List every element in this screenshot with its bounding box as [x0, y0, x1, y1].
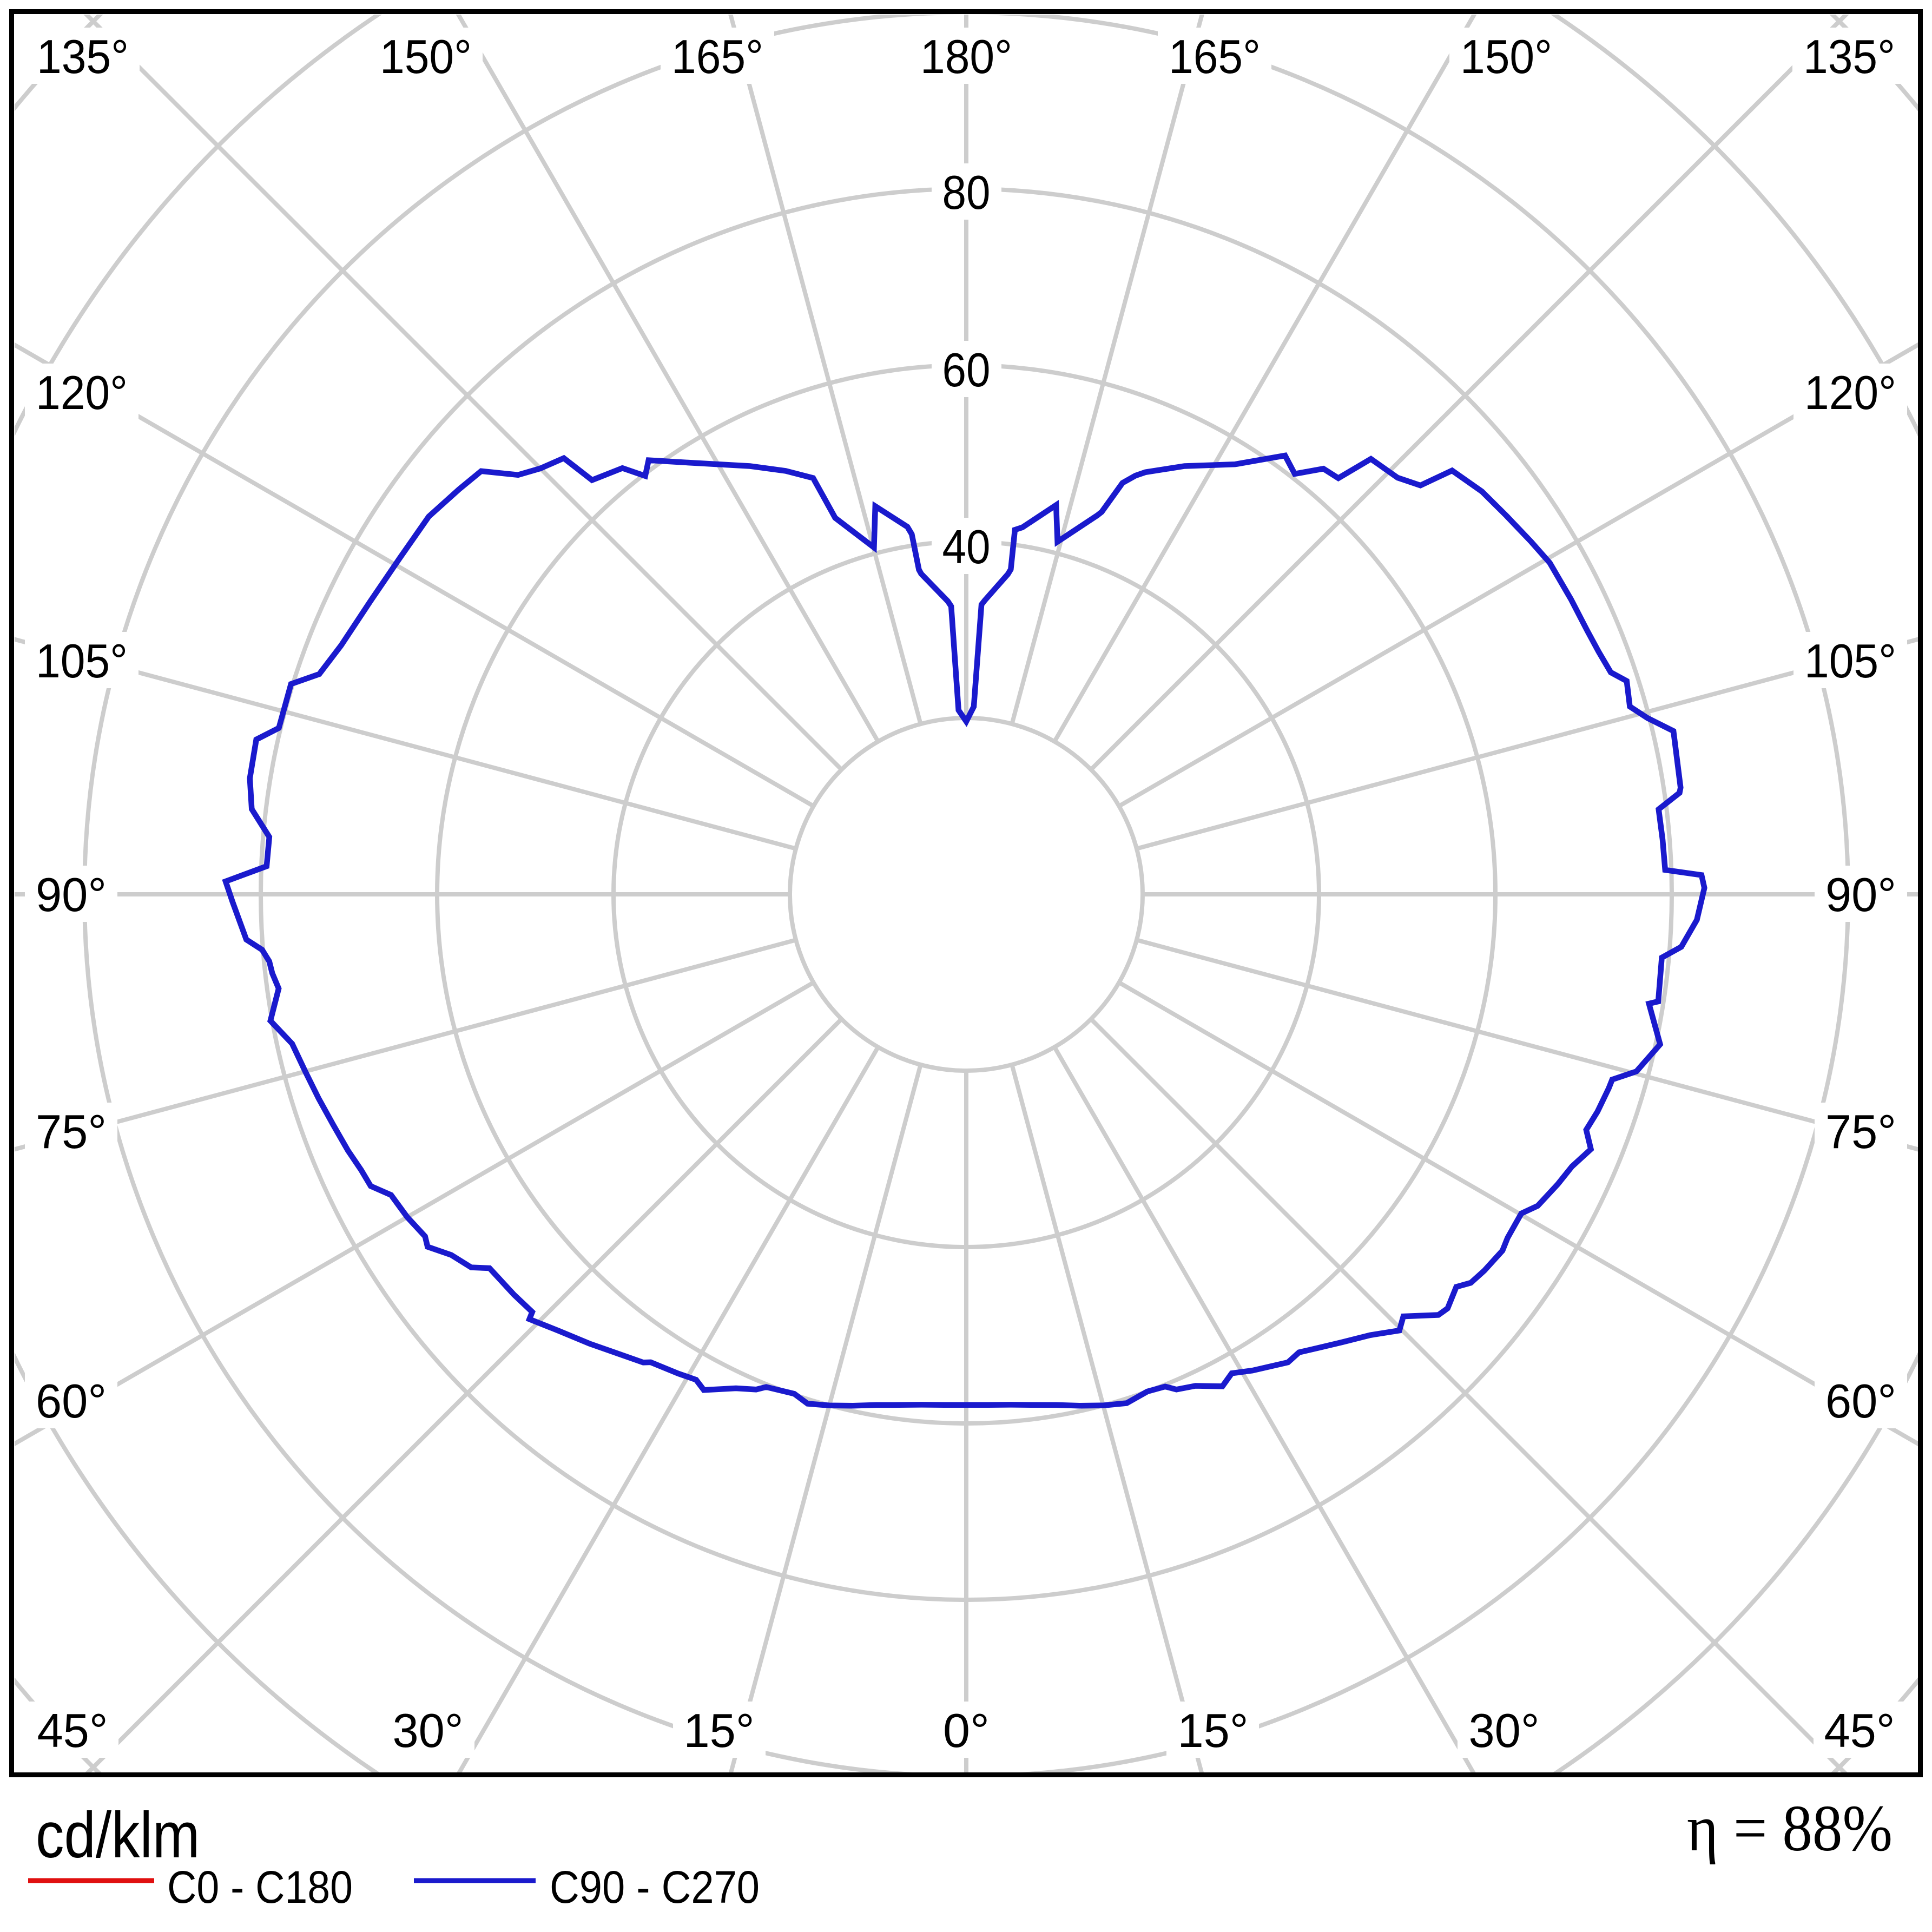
svg-text:75°: 75° [36, 1105, 107, 1158]
svg-text:165°: 165° [671, 30, 763, 83]
svg-text:120°: 120° [1804, 366, 1896, 419]
svg-text:75°: 75° [1825, 1105, 1896, 1158]
svg-text:180°: 180° [920, 30, 1012, 83]
svg-text:45°: 45° [1824, 1704, 1895, 1757]
svg-text:15°: 15° [1178, 1704, 1249, 1757]
svg-text:135°: 135° [1803, 30, 1895, 83]
svg-text:150°: 150° [1460, 30, 1552, 83]
svg-text:C90 - C270: C90 - C270 [550, 1862, 760, 1913]
svg-text:105°: 105° [1804, 634, 1896, 688]
svg-text:15°: 15° [684, 1704, 755, 1757]
svg-text:90°: 90° [1825, 868, 1896, 921]
svg-text:80: 80 [942, 166, 991, 219]
svg-text:60: 60 [942, 343, 991, 397]
svg-text:40: 40 [942, 520, 991, 573]
svg-text:60°: 60° [36, 1374, 107, 1428]
svg-text:45°: 45° [37, 1704, 108, 1757]
svg-text:120°: 120° [36, 366, 128, 419]
svg-text:30°: 30° [1469, 1704, 1540, 1757]
svg-text:105°: 105° [36, 634, 128, 688]
svg-text:cd/klm: cd/klm [36, 1798, 200, 1871]
svg-text:150°: 150° [380, 30, 472, 83]
svg-text:C0 - C180: C0 - C180 [167, 1862, 353, 1913]
svg-text:135°: 135° [37, 30, 129, 83]
svg-text:90°: 90° [36, 868, 107, 921]
svg-text:60°: 60° [1825, 1374, 1896, 1428]
svg-text:30°: 30° [393, 1704, 464, 1757]
svg-text:η = 88%: η = 88% [1687, 1792, 1893, 1865]
svg-text:0°: 0° [943, 1704, 990, 1757]
svg-text:165°: 165° [1169, 30, 1261, 83]
